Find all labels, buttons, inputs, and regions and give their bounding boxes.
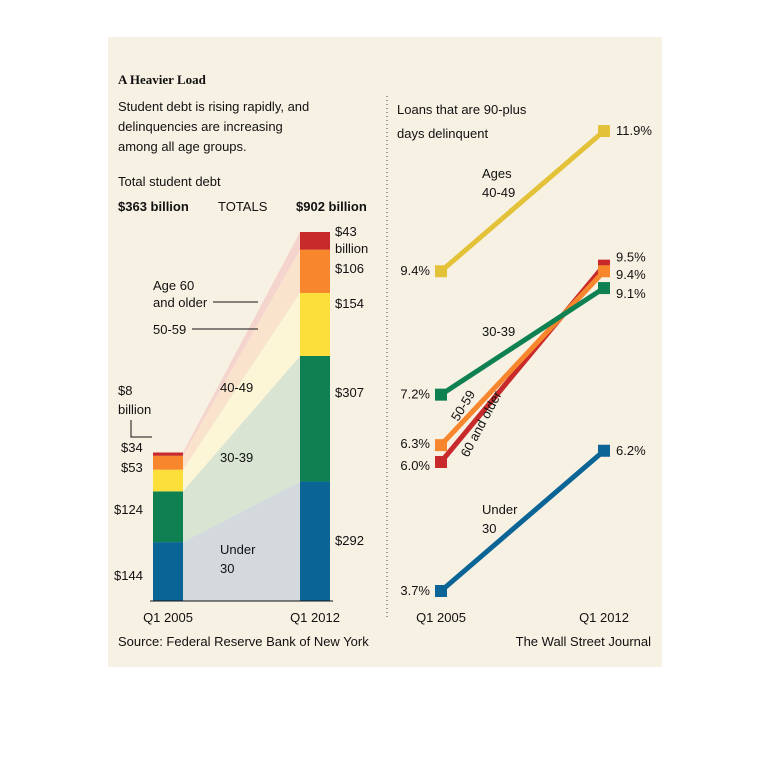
value-label: 9.4% [400,263,430,278]
value-label: 6.0% [400,458,430,473]
total-2005: $363 billion [118,199,189,214]
unit-label: billion [118,402,151,417]
series-label: 30 [482,521,496,536]
line-value-labels: 9.4% 11.9% 7.2% 9.1% 6.3% 9.4% 6.0% 9.5% 3.7% 6.2… [400,123,652,598]
unit-label: billion [335,241,368,256]
data-point [435,439,447,452]
band-area [183,232,300,456]
bar-segment [300,292,330,356]
value-label: $8 [118,383,132,398]
value-label: $154 [335,296,364,311]
band-area [183,249,300,470]
value-label: 9.5% [616,250,646,265]
x-tick-2012: Q1 2012 [290,610,340,625]
value-label: 6.3% [400,436,430,451]
band-label: and older [153,295,208,310]
series-label: 30-39 [482,324,515,339]
value-label: 9.1% [616,286,646,301]
data-point [598,282,610,295]
data-point [598,265,610,278]
page-title: A Heavier Load [118,72,207,87]
value-label: $34 [121,440,143,455]
bar-segment [153,455,183,470]
credit: The Wall Street Journal [516,634,651,649]
data-point [435,585,447,597]
data-point [435,455,447,468]
value-label: $307 [335,385,364,400]
series-line [439,269,606,447]
subtitle-line: among all age groups. [118,139,247,154]
value-label: $292 [335,533,364,548]
bar-segment [300,481,330,601]
value-label: 11.9% [616,123,652,138]
bar-segment [300,355,330,482]
series-label: Ages [482,166,512,181]
total-2012: $902 billion [296,199,367,214]
value-label: $53 [121,460,143,475]
bar-segment [153,452,183,456]
line-marks [435,125,610,597]
bar-segment [300,232,330,250]
value-label: $124 [114,502,143,517]
x-tick-2005: Q1 2005 [143,610,193,625]
subtitle-line: Student debt is rising rapidly, and [118,99,309,114]
value-label: $106 [335,261,364,276]
x-tick-2005: Q1 2005 [416,610,466,625]
line-chart-title: days delinquent [397,126,488,141]
source-note: Source: Federal Reserve Bank of New York [118,634,369,649]
band-label: 30 [220,561,234,576]
x-tick-2012: Q1 2012 [579,610,629,625]
data-point [598,444,610,457]
subtitle-line: delinquencies are increasing [118,119,283,134]
leader-line [130,420,152,438]
band-area [183,481,300,601]
value-label: $144 [114,568,143,583]
series-line [439,285,606,397]
series-label: Under [482,502,518,517]
band-label: Age 60 [153,278,194,293]
series-line [439,448,606,593]
value-label: 9.4% [616,267,646,282]
bar-marks [153,232,330,601]
series-line [439,129,606,274]
data-point [435,265,447,278]
value-label: 3.7% [400,583,430,598]
band-label: Under [220,542,256,557]
totals-label: TOTALS [218,199,268,214]
band-area [183,292,300,492]
line-chart-title: Loans that are 90-plus [397,102,527,117]
value-label: $43 [335,224,357,239]
bar-segment [153,542,183,601]
bar-segment [300,249,330,293]
value-label: 6.2% [616,443,646,458]
data-point [435,388,447,401]
band-label: 40-49 [220,380,253,395]
band-label: 50-59 [153,322,186,337]
band-area [183,355,300,543]
band-label: 30-39 [220,450,253,465]
bar-chart-title: Total student debt [118,174,221,189]
value-label: 7.2% [400,387,430,402]
data-point [598,125,610,137]
bar-segment [153,469,183,492]
bar-segment [153,491,183,543]
series-label: 40-49 [482,185,515,200]
